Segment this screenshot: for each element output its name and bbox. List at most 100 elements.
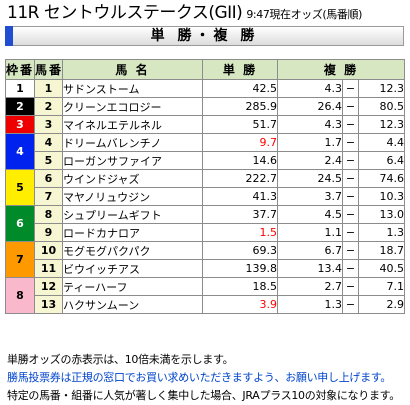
waku-cell: 5 bbox=[6, 170, 35, 206]
place-separator: − bbox=[343, 224, 359, 242]
place-separator: − bbox=[343, 278, 359, 296]
place-max-cell: 6.4 bbox=[359, 152, 405, 170]
place-separator: − bbox=[343, 134, 359, 152]
place-max-cell: 12.3 bbox=[359, 80, 405, 98]
section-accent-bar bbox=[5, 26, 13, 46]
place-separator: − bbox=[343, 98, 359, 116]
col-header-place: 複 勝 bbox=[278, 60, 405, 80]
place-min-cell: 1.3 bbox=[278, 296, 343, 314]
note-red-odds: 単勝オッズの赤表示は、10倍未満を示します。 bbox=[7, 351, 233, 367]
horse-name-cell: クリーンエコロジー bbox=[63, 98, 203, 116]
place-min-cell: 26.4 bbox=[278, 98, 343, 116]
win-odds-cell: 41.3 bbox=[203, 188, 278, 206]
umaban-cell: 1 bbox=[35, 80, 63, 98]
umaban-cell: 10 bbox=[35, 242, 63, 260]
horse-name-cell: ウインドジャズ bbox=[63, 170, 203, 188]
place-min-cell: 2.7 bbox=[278, 278, 343, 296]
table-row: 7 マヤノリュウジン 41.3 3.7−10.3 bbox=[6, 188, 405, 206]
umaban-cell: 8 bbox=[35, 206, 63, 224]
umaban-cell: 6 bbox=[35, 170, 63, 188]
horse-name-cell: サドンストーム bbox=[63, 80, 203, 98]
note-jra-plus10: 特定の馬番・組番に人気が著しく集中した場合、JRAプラス10の対象になります。 bbox=[7, 387, 400, 403]
win-odds-cell: 139.8 bbox=[203, 260, 278, 278]
place-min-cell: 3.7 bbox=[278, 188, 343, 206]
horse-name-cell: ハクサンムーン bbox=[63, 296, 203, 314]
win-odds-cell: 42.5 bbox=[203, 80, 278, 98]
umaban-cell: 7 bbox=[35, 188, 63, 206]
table-row: 7 10 モグモグパクパク 69.3 6.7−18.7 bbox=[6, 242, 405, 260]
umaban-cell: 3 bbox=[35, 116, 63, 134]
horse-name-cell: ビウイッチアス bbox=[63, 260, 203, 278]
umaban-cell: 12 bbox=[35, 278, 63, 296]
place-min-cell: 1.7 bbox=[278, 134, 343, 152]
section-header: 単 勝・複 勝 bbox=[5, 26, 404, 46]
umaban-cell: 9 bbox=[35, 224, 63, 242]
place-min-cell: 2.4 bbox=[278, 152, 343, 170]
place-min-cell: 24.5 bbox=[278, 170, 343, 188]
table-row: 6 8 シュプリームギフト 37.7 4.5−13.0 bbox=[6, 206, 405, 224]
odds-table: 枠番 馬番 馬 名 単 勝 複 勝 1 1 サドンストーム 42.5 4.3−12.3 2… bbox=[5, 59, 405, 314]
col-header-name: 馬 名 bbox=[63, 60, 203, 80]
place-min-cell: 13.4 bbox=[278, 260, 343, 278]
place-separator: − bbox=[343, 296, 359, 314]
win-odds-cell: 37.7 bbox=[203, 206, 278, 224]
race-title: 11R セントウルステークス(GII) 9:47現在オッズ(馬番順) bbox=[7, 2, 362, 24]
table-row: 13 ハクサンムーン 3.9 1.3−2.9 bbox=[6, 296, 405, 314]
place-min-cell: 4.5 bbox=[278, 206, 343, 224]
place-separator: − bbox=[343, 188, 359, 206]
table-row: 5 6 ウインドジャズ 222.7 24.5−74.6 bbox=[6, 170, 405, 188]
place-max-cell: 4.4 bbox=[359, 134, 405, 152]
place-separator: − bbox=[343, 260, 359, 278]
win-odds-cell: 14.6 bbox=[203, 152, 278, 170]
win-odds-cell: 18.5 bbox=[203, 278, 278, 296]
place-min-cell: 1.1 bbox=[278, 224, 343, 242]
place-separator: − bbox=[343, 242, 359, 260]
horse-name-cell: モグモグパクパク bbox=[63, 242, 203, 260]
odds-table-body: 1 1 サドンストーム 42.5 4.3−12.3 2 2 クリーンエコロジー 285.9 26.… bbox=[6, 80, 405, 314]
table-row: 3 3 マイネルエテルネル 51.7 4.3−12.3 bbox=[6, 116, 405, 134]
col-header-umaban: 馬番 bbox=[35, 60, 63, 80]
umaban-cell: 4 bbox=[35, 134, 63, 152]
place-min-cell: 6.7 bbox=[278, 242, 343, 260]
section-title: 単 勝・複 勝 bbox=[151, 28, 259, 44]
horse-name-cell: シュプリームギフト bbox=[63, 206, 203, 224]
horse-name-cell: ローガンサファイア bbox=[63, 152, 203, 170]
table-header-row: 枠番 馬番 馬 名 単 勝 複 勝 bbox=[6, 60, 405, 80]
waku-cell: 8 bbox=[6, 278, 35, 314]
table-row: 4 4 ドリームバレンチノ 9.7 1.7−4.4 bbox=[6, 134, 405, 152]
place-max-cell: 80.5 bbox=[359, 98, 405, 116]
umaban-cell: 11 bbox=[35, 260, 63, 278]
win-odds-cell: 9.7 bbox=[203, 134, 278, 152]
odds-timestamp: 9:47現在オッズ(馬番順) bbox=[246, 8, 362, 21]
win-odds-cell: 222.7 bbox=[203, 170, 278, 188]
horse-name-cell: ティーハーフ bbox=[63, 278, 203, 296]
waku-cell: 2 bbox=[6, 98, 35, 116]
umaban-cell: 2 bbox=[35, 98, 63, 116]
place-min-cell: 4.3 bbox=[278, 80, 343, 98]
waku-cell: 7 bbox=[6, 242, 35, 278]
win-odds-cell: 51.7 bbox=[203, 116, 278, 134]
umaban-cell: 13 bbox=[35, 296, 63, 314]
place-separator: − bbox=[343, 152, 359, 170]
table-row: 1 1 サドンストーム 42.5 4.3−12.3 bbox=[6, 80, 405, 98]
place-max-cell: 18.7 bbox=[359, 242, 405, 260]
horse-name-cell: マイネルエテルネル bbox=[63, 116, 203, 134]
place-separator: − bbox=[343, 80, 359, 98]
waku-cell: 4 bbox=[6, 134, 35, 170]
table-row: 2 2 クリーンエコロジー 285.9 26.4−80.5 bbox=[6, 98, 405, 116]
place-max-cell: 13.0 bbox=[359, 206, 405, 224]
win-odds-cell: 69.3 bbox=[203, 242, 278, 260]
waku-cell: 1 bbox=[6, 80, 35, 98]
win-odds-cell: 1.5 bbox=[203, 224, 278, 242]
umaban-cell: 5 bbox=[35, 152, 63, 170]
place-max-cell: 74.6 bbox=[359, 170, 405, 188]
col-header-waku: 枠番 bbox=[6, 60, 35, 80]
place-separator: − bbox=[343, 206, 359, 224]
place-separator: − bbox=[343, 170, 359, 188]
horse-name-cell: ロードカナロア bbox=[63, 224, 203, 242]
win-odds-cell: 285.9 bbox=[203, 98, 278, 116]
race-title-text: 11R セントウルステークス(GII) bbox=[7, 3, 242, 23]
win-odds-cell: 3.9 bbox=[203, 296, 278, 314]
place-max-cell: 1.3 bbox=[359, 224, 405, 242]
